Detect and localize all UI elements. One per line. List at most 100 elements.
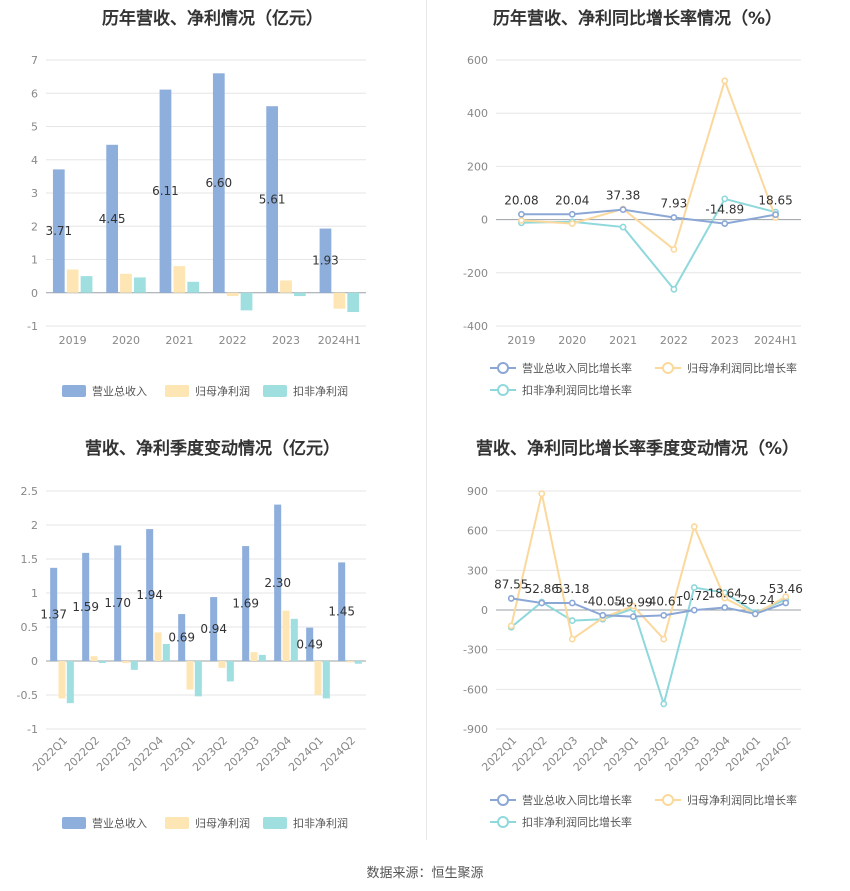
data-label: 1.59 [72, 600, 99, 614]
quarterly-growth-panel: 营收、净利同比增长率季度变动情况（%） -900 -600 -300 0 300 600 9… [425, 430, 850, 860]
data-label: 52.86 [525, 582, 559, 596]
chart-title: 历年营收、净利同比增长率情况（%） [492, 9, 783, 29]
x-tick-label: 2019 [59, 334, 87, 347]
quarterly-growth-chart: -900-600-30003006009002022Q12022Q22022Q3… [463, 485, 803, 829]
annual-growth-chart: -400 -200 0 200 400 600 2019 2020 2021 2022 2023 20… [463, 54, 801, 397]
bar [258, 654, 266, 661]
data-point [619, 206, 627, 214]
series-line [510, 493, 787, 642]
y-tick-label: 600 [467, 525, 488, 538]
bar [82, 552, 90, 661]
bar [154, 632, 162, 661]
data-label: 7.93 [661, 196, 688, 210]
data-point [721, 77, 729, 85]
data-label: -40.05 [583, 594, 622, 608]
bar [290, 618, 298, 661]
data-label: 1.37 [40, 607, 67, 621]
legend-marker [662, 794, 674, 806]
bar [159, 89, 172, 293]
data-label: 18.64 [708, 587, 742, 601]
data-point [568, 599, 576, 607]
bar [178, 614, 186, 661]
y-tick-label: 1.5 [21, 553, 39, 566]
bar [120, 273, 132, 293]
x-tick-label: 2020 [558, 334, 586, 347]
data-point [772, 211, 779, 219]
legend-swatch [62, 817, 86, 829]
bar [319, 228, 332, 293]
bar [66, 661, 74, 704]
bar [333, 292, 346, 309]
y-tick-label: 0 [481, 604, 488, 617]
data-label: 87.55 [494, 577, 528, 591]
bar [66, 269, 79, 293]
bar [212, 73, 225, 293]
data-label: 0.69 [168, 631, 195, 645]
data-label: 37.38 [606, 189, 640, 203]
legend-label: 归母净利润 [195, 816, 250, 830]
data-point [721, 594, 729, 602]
data-point [629, 602, 637, 610]
data-point [538, 490, 546, 498]
data-label: 4.45 [99, 212, 126, 226]
y-tick-label: 1 [31, 587, 38, 600]
bar [294, 292, 306, 297]
bar [354, 661, 362, 664]
series-line [521, 197, 776, 292]
x-tick-label: 2022 [219, 334, 247, 347]
bar [306, 627, 314, 661]
bar [250, 652, 258, 661]
series-line [510, 586, 787, 708]
x-tick-label: 2021 [165, 334, 193, 347]
data-point [690, 584, 698, 591]
legend-swatch [62, 385, 86, 397]
data-point [568, 210, 576, 218]
data-point [721, 220, 729, 227]
bar [186, 661, 194, 690]
data-point [660, 611, 668, 619]
bar [162, 644, 170, 661]
y-tick-label: 200 [467, 160, 488, 173]
bar [52, 169, 65, 293]
series-line [521, 208, 776, 225]
quarterly-revenue-profit-panel: 营收、净利季度变动情况（亿元） -1 -0.5 0 0.5 1 1.5 2 2.5 2022Q1… [0, 430, 425, 860]
data-point [599, 611, 607, 619]
data-label: 1.70 [104, 596, 131, 610]
quarterly-revenue-profit-chart: -1-0.500.511.522.52022Q12022Q22022Q32022… [17, 485, 366, 830]
data-point [782, 599, 790, 607]
data-label: 0.94 [200, 622, 227, 636]
data-label: 1.45 [328, 605, 355, 619]
bar [282, 610, 290, 661]
x-tick-label: 2020 [112, 334, 140, 347]
chart-title: 营收、净利季度变动情况（亿元） [85, 439, 340, 459]
bar [98, 661, 106, 664]
bar [338, 562, 346, 661]
chart-title: 营收、净利同比增长率季度变动情况（%） [475, 439, 800, 459]
y-tick-label: 5 [31, 121, 38, 134]
bar [266, 106, 278, 293]
series-line [521, 77, 777, 252]
bar [226, 661, 234, 682]
y-tick-label: -200 [463, 267, 488, 280]
data-label: 1.93 [312, 254, 339, 268]
annual-growth-panel: 历年营收、净利同比增长率情况（%） -400 -200 0 200 400 600 2019… [425, 0, 850, 430]
bar [322, 661, 330, 699]
data-label: 20.08 [504, 193, 538, 207]
y-tick-label: -1 [27, 723, 38, 736]
data-label: 1.94 [136, 588, 163, 602]
bar [194, 661, 202, 697]
legend-marker [497, 384, 509, 396]
legend-label: 营业总收入同比增长率 [522, 793, 632, 807]
legend-label: 扣非净利润同比增长率 [522, 383, 632, 397]
data-label: 20.04 [555, 193, 589, 207]
panel-divider [426, 0, 427, 840]
data-label: 0.49 [296, 637, 323, 651]
bar [346, 661, 354, 663]
y-tick-label: 0 [31, 287, 38, 300]
legend-label: 扣非净利润 [293, 384, 348, 398]
bar [218, 661, 226, 668]
y-tick-label: 4 [31, 154, 38, 167]
chart-title: 历年营收、净利情况（亿元） [102, 9, 323, 29]
legend-label: 归母净利润同比增长率 [687, 361, 797, 375]
legend-marker [662, 362, 674, 374]
